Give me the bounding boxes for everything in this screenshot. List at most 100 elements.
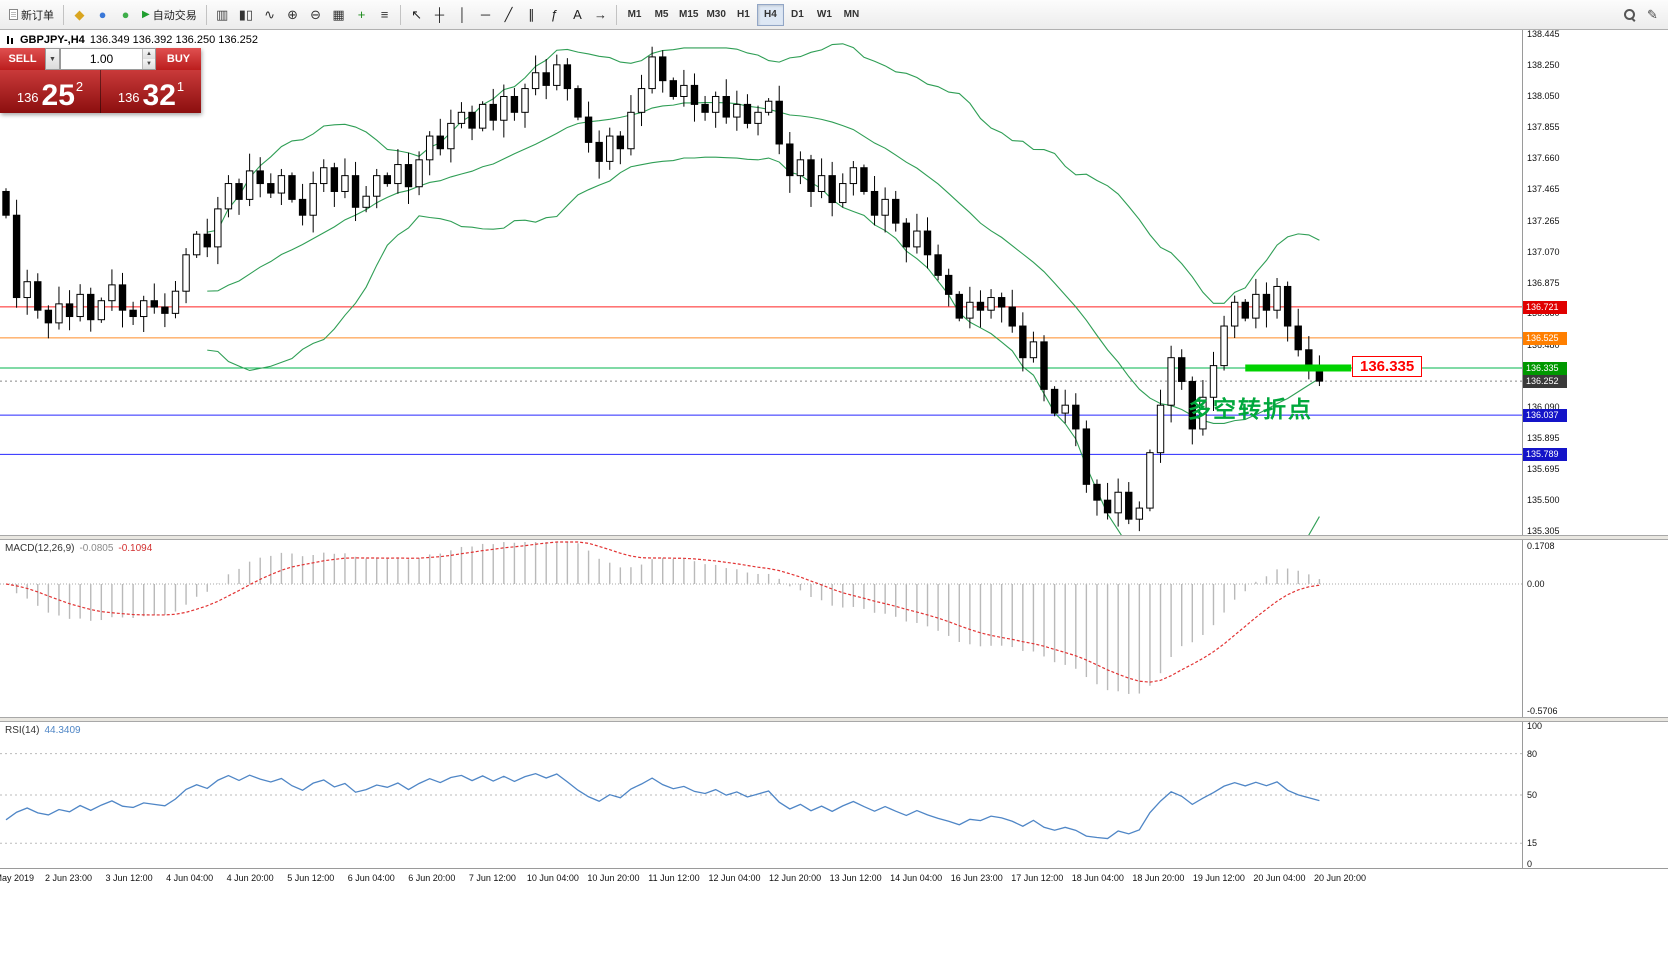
one-click-trading-panel: SELL ▼ ▲ ▼ BUY 136 25 2 — [0, 48, 201, 113]
volume-increase-button[interactable]: ▲ — [143, 49, 155, 59]
price-callout[interactable]: 136.335 — [1352, 355, 1423, 377]
price-axis-label: 135.500 — [1527, 495, 1560, 506]
tile-windows-button[interactable]: ▦ — [327, 3, 350, 27]
price-axis-label: 135.895 — [1527, 432, 1560, 443]
time-axis-label: 31 May 2019 — [0, 873, 35, 883]
price-level-marker: 136.525 — [1523, 331, 1567, 345]
volume-input[interactable] — [61, 49, 142, 69]
buy-button[interactable]: BUY — [156, 48, 201, 70]
ask-price-prefix: 136 — [117, 90, 140, 105]
templates-button[interactable]: ≡ — [373, 3, 396, 27]
bar-chart-icon: ▥ — [216, 7, 229, 22]
panel-splitter[interactable] — [0, 535, 1668, 540]
cursor-icon: ↖ — [411, 7, 422, 22]
macd-axis[interactable]: 0.1708 0.00 -0.5706 — [1523, 540, 1668, 717]
volume-dropdown-button[interactable]: ▼ — [45, 48, 60, 70]
current-price-marker: 136.252 — [1523, 375, 1567, 389]
trendline-icon: ╱ — [504, 7, 513, 22]
rsi-axis-label: 50 — [1527, 790, 1538, 800]
bid-price[interactable]: 136 25 2 — [0, 70, 101, 113]
edit-icon: ✎ — [1647, 7, 1658, 22]
crosshair-button[interactable]: ┼ — [428, 3, 451, 27]
chart-annotation[interactable]: 多空转折点 — [1188, 396, 1313, 422]
price-level-marker: 136.721 — [1523, 300, 1567, 314]
timeframe-button-w1[interactable]: W1 — [811, 4, 838, 26]
time-axis-label: 18 Jun 04:00 — [1071, 873, 1124, 883]
macd-chart[interactable] — [0, 540, 1523, 717]
community-button[interactable]: ● — [91, 3, 114, 27]
time-axis-label: 20 Jun 20:00 — [1313, 873, 1367, 883]
tile-windows-icon: ▦ — [332, 7, 345, 22]
macd-panel[interactable]: MACD(12,26,9) -0.0805 -0.1094 — [0, 540, 1523, 717]
vertical-line-button[interactable]: │ — [451, 3, 474, 27]
rsi-axis-label: 80 — [1527, 748, 1538, 759]
timeframe-button-mn[interactable]: MN — [838, 4, 865, 26]
play-icon: ▶ — [142, 9, 150, 20]
panel-splitter[interactable] — [0, 717, 1668, 722]
rsi-panel[interactable]: RSI(14) 44.3409 — [0, 722, 1523, 868]
autotrade-button[interactable]: ▶ 自动交易 — [137, 3, 202, 27]
volume-decrease-button[interactable]: ▼ — [143, 59, 155, 69]
timeframe-button-m5[interactable]: M5 — [648, 4, 675, 26]
horizontal-line-button[interactable]: ─ — [474, 3, 497, 27]
candlestick-chart-button[interactable]: ▮▯ — [234, 3, 258, 27]
rsi-axis[interactable]: 100 80 50 15 0 — [1523, 721, 1668, 869]
timeframe-button-h1[interactable]: H1 — [730, 4, 757, 26]
toolbar-separator — [63, 4, 64, 25]
price-axis-label: 137.070 — [1527, 246, 1560, 257]
price-axis[interactable]: 138.445 138.250 138.050 137.855 137.660 137.4… — [1523, 28, 1668, 537]
channel-button[interactable]: ∥ — [520, 3, 543, 27]
new-order-icon — [9, 9, 18, 20]
support-icon: ● — [121, 7, 130, 22]
arrows-button[interactable]: → — [589, 3, 612, 27]
time-axis-label: 6 Jun 04:00 — [347, 873, 395, 883]
bar-chart-button[interactable]: ▥ — [211, 3, 234, 27]
chart-title: GBPJPY-,H4 136.349 136.392 136.250 136.2… — [5, 34, 258, 46]
zoom-in-icon: ⊕ — [287, 7, 298, 22]
rsi-chart[interactable] — [0, 722, 1523, 868]
line-chart-button[interactable]: ∿ — [258, 3, 281, 27]
price-axis-label: 138.445 — [1527, 28, 1560, 39]
macd-name: MACD(12,26,9) — [5, 543, 75, 554]
time-axis-label: 5 Jun 12:00 — [287, 873, 335, 883]
ask-price[interactable]: 136 32 1 — [101, 70, 201, 113]
time-axis[interactable]: 31 May 2019 2 Jun 23:00 3 Jun 12:00 4 Jun 0… — [0, 868, 1668, 890]
zoom-out-button[interactable]: ⊖ — [304, 3, 327, 27]
time-axis-label: 17 Jun 12:00 — [1011, 873, 1064, 883]
edit-button[interactable]: ✎ — [1641, 3, 1664, 27]
timeframe-button-h4[interactable]: H4 — [756, 3, 784, 26]
macd-axis-label: 0.00 — [1527, 579, 1545, 589]
time-axis-label: 2 Jun 23:00 — [45, 873, 93, 883]
search-icon — [1623, 8, 1636, 21]
trendline-button[interactable]: ╱ — [497, 3, 520, 27]
add-indicator-button[interactable]: + — [350, 3, 373, 27]
zoom-in-button[interactable]: ⊕ — [281, 3, 304, 27]
fibonacci-icon: ƒ — [550, 7, 559, 22]
candlestick-chart[interactable] — [0, 30, 1523, 535]
price-axis-label: 135.305 — [1527, 526, 1560, 537]
fibonacci-button[interactable]: ƒ — [543, 3, 566, 27]
timeframe-button-d1[interactable]: D1 — [784, 4, 811, 26]
support-button[interactable]: ● — [114, 3, 137, 27]
drawing-tools-group: ↖ ┼ │ ─ ╱ ∥ ƒ A → — [405, 3, 612, 27]
bid-price-prefix: 136 — [16, 90, 39, 105]
time-axis-label: 7 Jun 12:00 — [468, 873, 516, 883]
price-level-marker: 135.789 — [1523, 448, 1567, 462]
wallet-icon: ◆ — [74, 7, 85, 22]
timeframe-button-m15[interactable]: M15 — [675, 4, 702, 26]
wallet-button[interactable]: ◆ — [68, 3, 91, 27]
new-order-button[interactable]: 新订单 — [4, 3, 59, 27]
community-icon: ● — [98, 7, 107, 22]
main-chart-area[interactable]: GBPJPY-,H4 136.349 136.392 136.250 136.2… — [0, 30, 1523, 535]
timeframe-button-m1[interactable]: M1 — [621, 4, 648, 26]
chart-symbol-label: GBPJPY-,H4 — [20, 34, 85, 46]
text-button[interactable]: A — [566, 3, 589, 27]
sell-button[interactable]: SELL — [0, 48, 45, 70]
bid-price-sup: 2 — [75, 79, 84, 94]
toolbar-separator — [205, 4, 207, 25]
timeframe-button-m30[interactable]: M30 — [702, 4, 729, 26]
search-button[interactable] — [1618, 3, 1641, 27]
cursor-button[interactable]: ↖ — [405, 3, 428, 27]
zoom-out-icon: ⊖ — [310, 7, 321, 22]
time-axis-label: 10 Jun 04:00 — [526, 873, 579, 883]
